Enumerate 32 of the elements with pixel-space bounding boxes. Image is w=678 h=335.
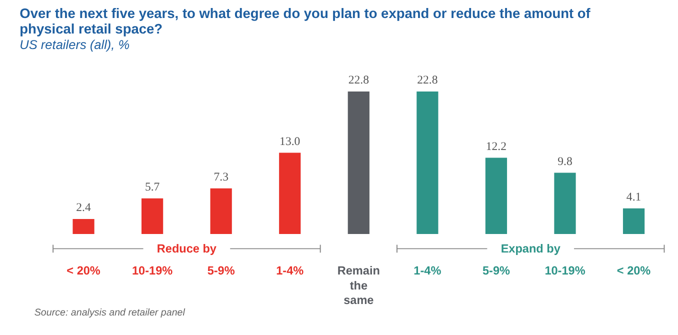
bar	[141, 198, 164, 234]
x-tick-label: 5-9%	[482, 264, 510, 278]
source-note: Source: analysis and retailer panel	[34, 308, 186, 319]
x-tick-label: 1-4%	[414, 264, 442, 278]
bar	[622, 208, 645, 234]
x-tick-label: 10-19%	[132, 264, 174, 278]
data-label: 9.8	[558, 154, 572, 168]
text: Reduce by	[156, 242, 217, 256]
chart-title: Over the next five years, to what degree do you plan to expand or reduce the amount of physical retail space?	[20, 6, 591, 37]
x-tick-label: Remain the same	[337, 264, 380, 308]
bar	[348, 91, 370, 234]
data-label: 13.0	[280, 134, 300, 148]
bar	[210, 188, 232, 234]
x-tick-label: 5-9%	[207, 264, 236, 278]
bar	[416, 91, 438, 234]
data-label: 2.4	[76, 200, 91, 214]
x-tick-label: < 20%	[66, 264, 101, 278]
text: Expand by	[500, 242, 561, 256]
x-tick-label: < 20%	[616, 264, 652, 278]
chart-subtitle: US retailers (all), %	[20, 37, 130, 52]
data-label: 22.8	[348, 72, 370, 87]
data-label: 22.8	[417, 72, 438, 87]
data-label: 7.3	[214, 169, 229, 184]
bar	[554, 172, 576, 234]
bar	[279, 152, 301, 234]
bar	[72, 218, 94, 234]
x-tick-label: 10-19%	[544, 264, 586, 278]
bar	[485, 158, 508, 234]
x-tick-label: 1-4%	[276, 264, 304, 278]
data-label: 4.1	[626, 189, 642, 204]
data-label: 5.7	[144, 179, 160, 194]
data-label: 12.2	[486, 138, 507, 153]
